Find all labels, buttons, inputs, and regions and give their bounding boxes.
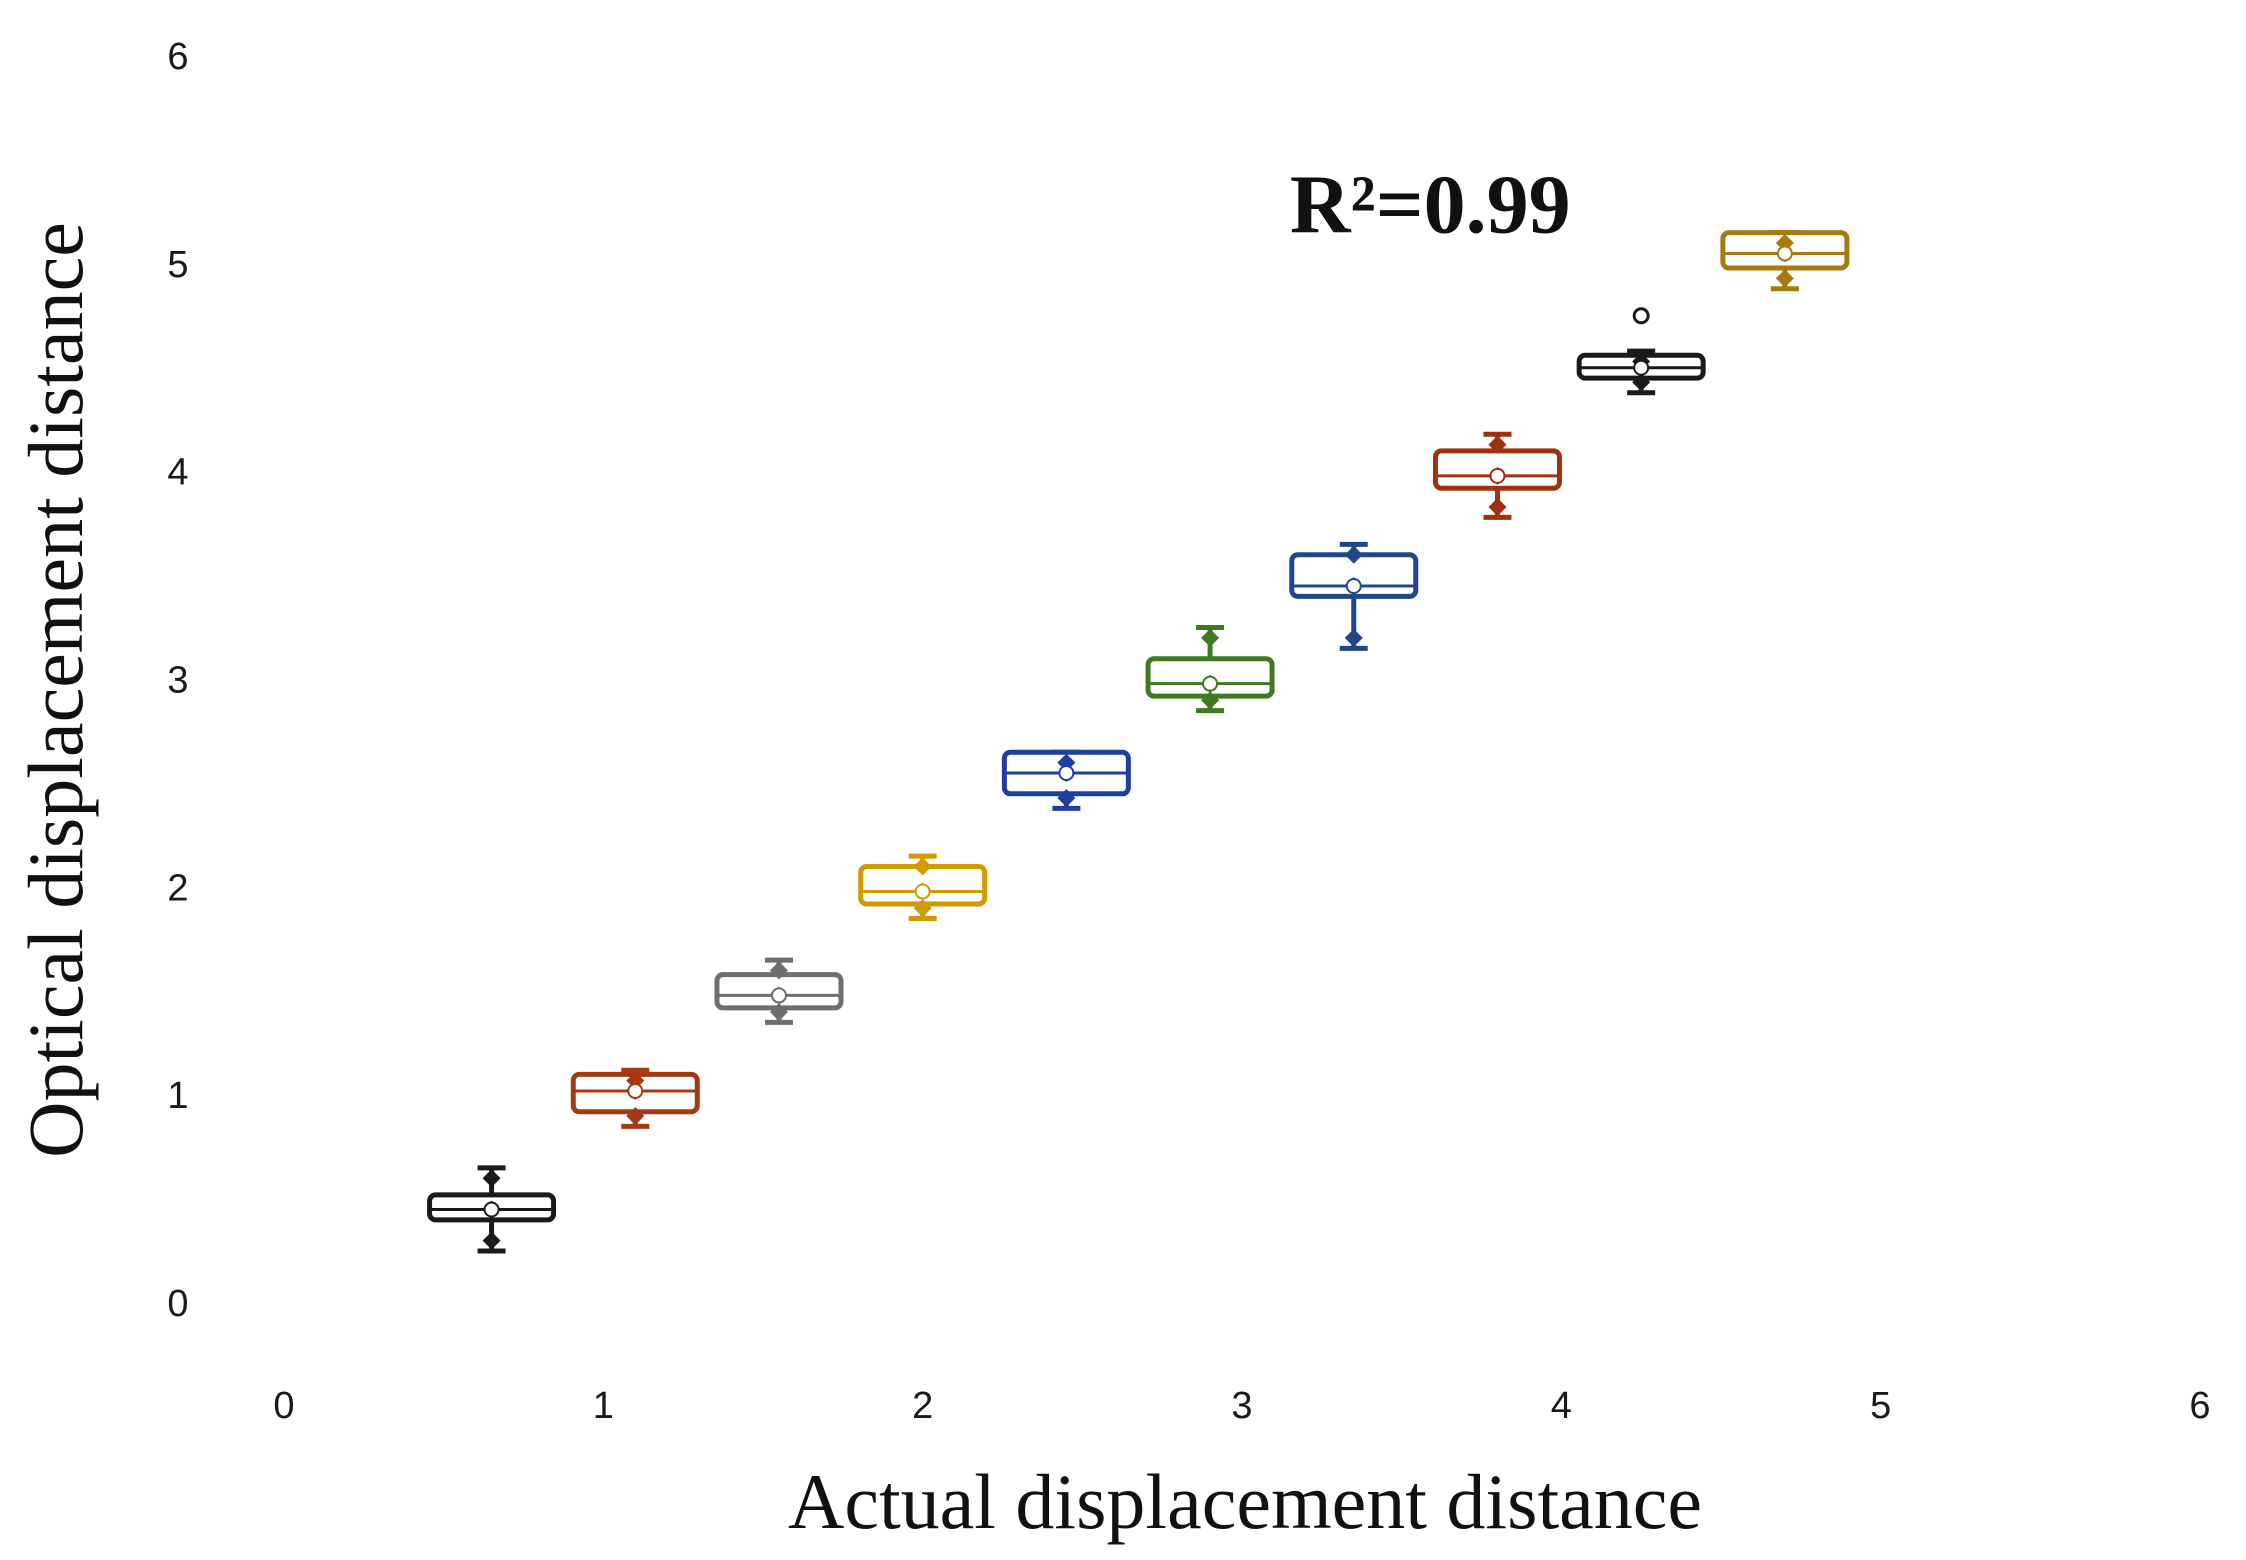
y-axis-ticks: 0 1 2 3 4 5 6 [167, 36, 188, 1325]
mean-marker [770, 987, 787, 1004]
mean-marker [1345, 577, 1362, 594]
data-point-marker [769, 961, 788, 980]
y-tick-label: 1 [167, 1075, 188, 1117]
box-group [1289, 541, 1419, 651]
mean-marker [1489, 467, 1506, 484]
x-tick-label: 2 [912, 1385, 933, 1427]
data-point-marker [769, 1003, 788, 1022]
data-point-marker [1632, 373, 1651, 392]
x-tick-label: 3 [1231, 1385, 1252, 1427]
data-point-marker [913, 899, 932, 918]
box-group [714, 957, 844, 1025]
plot-area [427, 230, 1850, 1254]
data-point-marker [1775, 269, 1794, 288]
box-group [1001, 749, 1131, 811]
y-tick-label: 2 [167, 867, 188, 909]
mean-marker [1776, 245, 1793, 262]
mean-marker [483, 1201, 500, 1218]
x-axis-title: Actual displacement distance [788, 1458, 1702, 1545]
mean-marker [914, 883, 931, 900]
data-point-marker [1201, 628, 1220, 647]
mean-marker [1202, 675, 1219, 692]
mean-marker [1058, 765, 1075, 782]
y-tick-label: 4 [167, 452, 188, 494]
y-tick-label: 5 [167, 244, 188, 286]
x-axis-ticks: 0 1 2 3 4 5 6 [273, 1385, 2210, 1427]
box-group [1145, 625, 1275, 714]
y-tick-label: 0 [167, 1283, 188, 1325]
x-tick-label: 4 [1551, 1385, 1572, 1427]
box-group [1432, 431, 1562, 520]
x-tick-label: 5 [1870, 1385, 1891, 1427]
mean-marker [627, 1083, 644, 1100]
data-point-marker [1344, 545, 1363, 564]
data-point-marker [1344, 628, 1363, 647]
data-point-marker [1488, 497, 1507, 516]
box-group [858, 853, 988, 922]
x-tick-label: 0 [273, 1385, 294, 1427]
box-group [1576, 307, 1706, 396]
data-point-marker [913, 857, 932, 876]
y-axis-title: Optical displacement distance [12, 222, 99, 1158]
y-tick-label: 6 [167, 36, 188, 78]
data-point-marker [482, 1169, 501, 1188]
r-squared-annotation: R²=0.99 [1290, 159, 1571, 252]
data-point-marker [1488, 435, 1507, 454]
box-group [570, 1067, 700, 1129]
data-point-marker [626, 1106, 645, 1125]
x-tick-label: 6 [2189, 1385, 2210, 1427]
mean-marker [1633, 359, 1650, 376]
box-group [1720, 230, 1850, 292]
data-point-marker [1057, 788, 1076, 807]
y-tick-label: 3 [167, 660, 188, 702]
x-tick-label: 1 [593, 1385, 614, 1427]
data-point-marker [1201, 691, 1220, 710]
outlier-point [1632, 307, 1650, 325]
data-point-marker [482, 1231, 501, 1250]
box-group [427, 1165, 557, 1254]
